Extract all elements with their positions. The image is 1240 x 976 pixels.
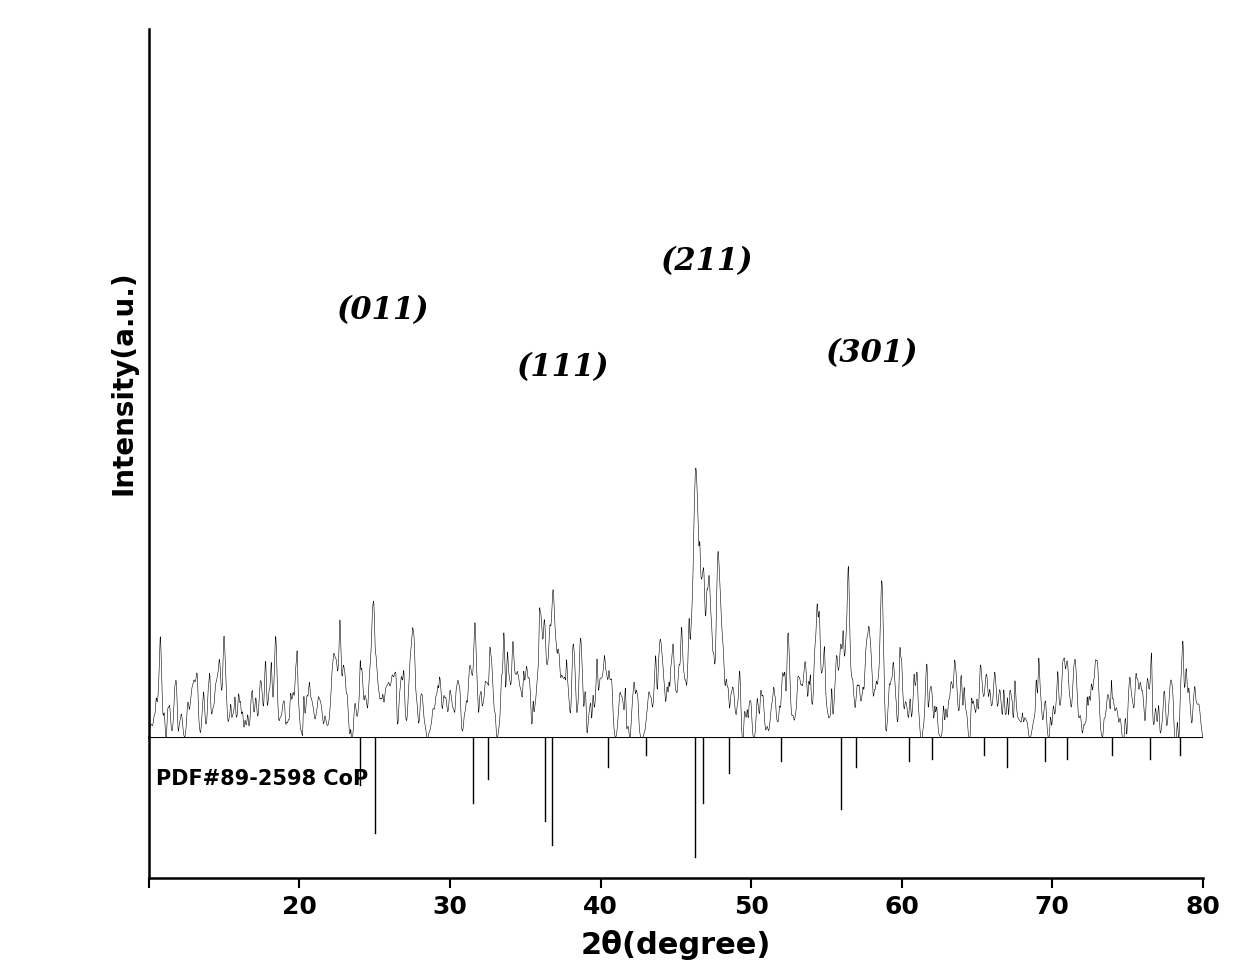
Text: (301): (301) — [826, 338, 918, 369]
Text: (111): (111) — [517, 352, 609, 383]
Text: (011): (011) — [336, 296, 429, 326]
Text: (211): (211) — [660, 246, 753, 277]
Y-axis label: Intensity(a.u.): Intensity(a.u.) — [109, 270, 138, 496]
X-axis label: 2θ(degree): 2θ(degree) — [580, 930, 771, 960]
Text: PDF#89-2598 CoP: PDF#89-2598 CoP — [156, 769, 368, 790]
